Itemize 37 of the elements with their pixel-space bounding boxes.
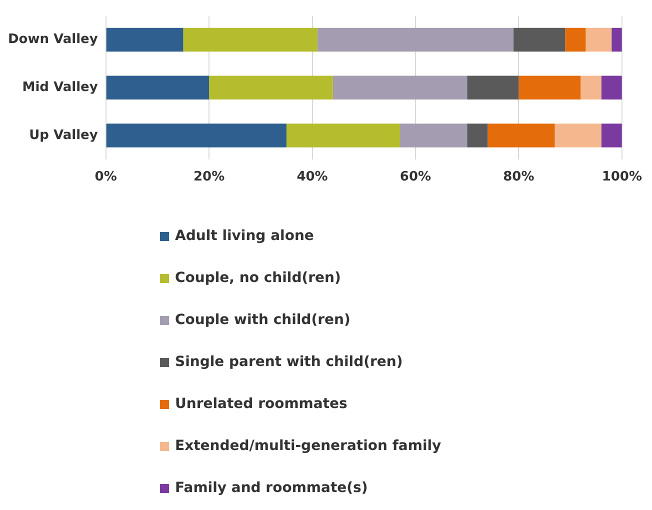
bar <box>106 76 210 100</box>
x-tick-label: 60% <box>400 170 432 185</box>
x-tick-label: 0% <box>94 170 117 185</box>
bar <box>565 28 586 52</box>
x-tick-label: 40% <box>296 170 328 185</box>
legend-label: Couple with child(ren) <box>175 312 350 328</box>
bar <box>400 124 468 148</box>
bar <box>183 28 318 52</box>
bar <box>106 28 184 52</box>
bar <box>586 28 612 52</box>
legend-label: Single parent with child(ren) <box>175 354 403 370</box>
legend-label: Adult living alone <box>175 228 314 244</box>
bar <box>317 28 514 52</box>
bar <box>580 76 602 100</box>
y-tick-label: Mid Valley <box>22 80 98 95</box>
x-tick-label: 80% <box>503 170 534 185</box>
bar <box>286 124 400 148</box>
bar <box>209 76 333 100</box>
bar <box>601 124 622 148</box>
y-tick-label: Down Valley <box>8 32 98 48</box>
legend-label: Family and roommate(s) <box>175 480 368 496</box>
bar <box>554 124 602 148</box>
y-tick-label: Up Valley <box>29 128 98 143</box>
bar <box>106 124 286 148</box>
bar <box>518 76 581 100</box>
x-tick-label: 20% <box>193 170 225 185</box>
bar <box>467 76 519 100</box>
legend-label: Extended/multi-generation family <box>175 438 442 454</box>
bar <box>612 28 622 52</box>
bar <box>467 124 488 148</box>
legend-label: Unrelated roommates <box>175 396 348 412</box>
bar <box>332 76 468 100</box>
x-tick-label: 100% <box>602 170 642 185</box>
bar <box>514 28 566 52</box>
bar <box>488 124 555 148</box>
bar <box>601 76 622 100</box>
legend-label: Couple, no child(ren) <box>175 270 341 286</box>
